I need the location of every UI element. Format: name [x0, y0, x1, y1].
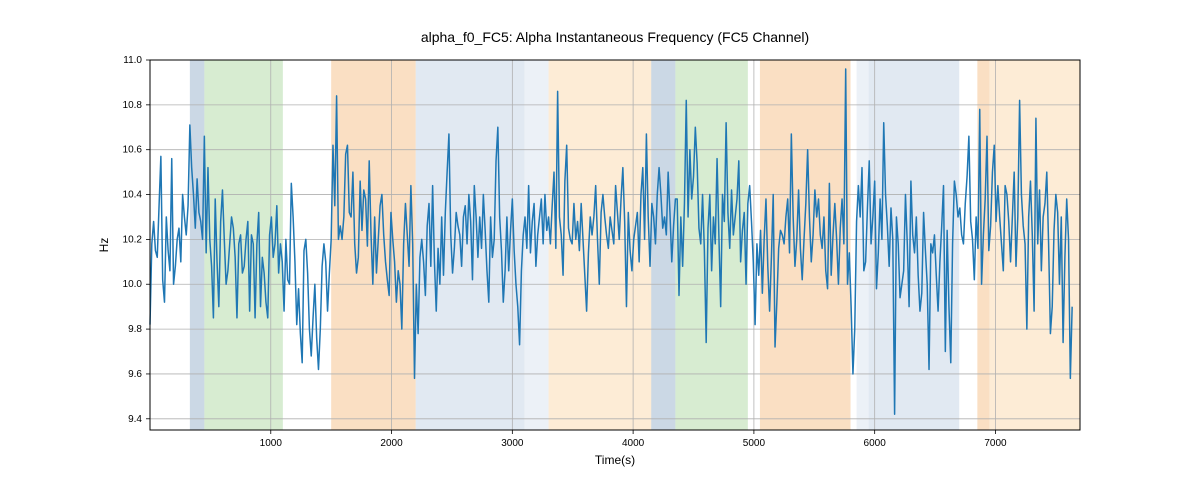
ytick-label: 11.0: [123, 55, 142, 66]
yticks-group: 9.4 9.6 9.8 10.0 10.2 10.4 10.6 10.8 11.0: [123, 55, 150, 425]
y-axis-label: Hz: [97, 238, 111, 253]
xtick-label: 4000: [622, 438, 645, 449]
ytick-label: 10.8: [123, 100, 143, 111]
xtick-label: 5000: [743, 438, 766, 449]
ytick-label: 10.4: [123, 190, 143, 201]
ytick-label: 10.6: [123, 145, 143, 156]
ytick-label: 9.8: [128, 324, 142, 335]
xtick-label: 2000: [380, 438, 403, 449]
x-axis-label: Time(s): [595, 453, 635, 467]
chart-title: alpha_f0_FC5: Alpha Instantaneous Freque…: [421, 29, 809, 45]
xticks-group: 1000 2000 3000 4000 5000 6000 7000: [260, 430, 1007, 449]
line-chart: 1000 2000 3000 4000 5000 6000 7000 9.4 9.6 9.8 10.…: [0, 0, 1200, 500]
band-region: [190, 60, 204, 430]
ytick-label: 9.4: [128, 414, 142, 425]
xtick-label: 1000: [260, 438, 283, 449]
ytick-label: 9.6: [128, 369, 142, 380]
xtick-label: 7000: [984, 438, 1007, 449]
ytick-label: 10.0: [123, 279, 143, 290]
ytick-label: 10.2: [123, 234, 143, 245]
xtick-label: 3000: [501, 438, 524, 449]
chart-container: 1000 2000 3000 4000 5000 6000 7000 9.4 9.6 9.8 10.…: [0, 0, 1200, 500]
xtick-label: 6000: [864, 438, 887, 449]
